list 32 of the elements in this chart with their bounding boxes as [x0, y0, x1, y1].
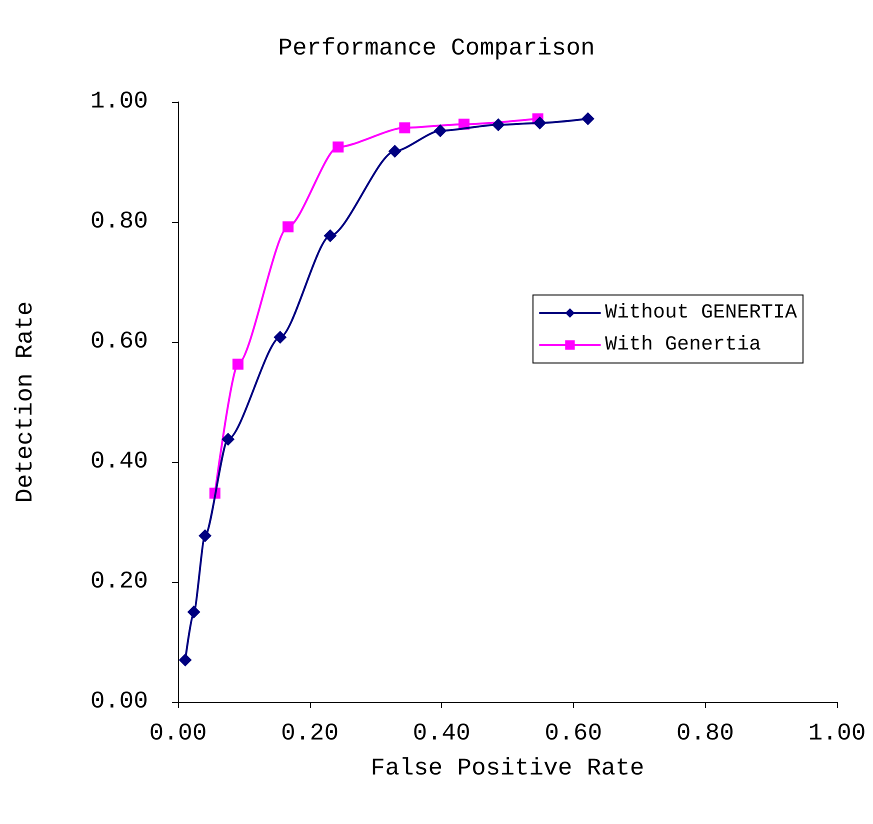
point — [434, 124, 447, 138]
x-tick-label: 0.00 — [149, 720, 207, 748]
x-tick-label: 0.60 — [544, 720, 602, 748]
point — [187, 606, 200, 618]
point — [533, 116, 546, 130]
y-axis-title: Detection Rate — [12, 301, 40, 503]
x-tick-label: 0.20 — [280, 720, 339, 748]
y-tick-label: 0.20 — [90, 568, 148, 596]
x-tick-label: 0.80 — [676, 720, 734, 748]
point — [492, 118, 505, 132]
point — [198, 529, 212, 542]
y-tick-label: 0.40 — [90, 448, 148, 476]
x-tick-label: 1.00 — [808, 720, 866, 748]
y-tick-label: 1.00 — [90, 88, 148, 116]
x-axis-title: False Positive Rate — [370, 756, 644, 782]
y-tick-label: 0.00 — [90, 688, 148, 716]
legend-label: Without GENERTIA — [604, 302, 797, 324]
y-tick-label: 0.60 — [90, 328, 148, 356]
y-tick-label: 0.80 — [90, 208, 148, 236]
point — [178, 654, 192, 666]
point — [332, 142, 344, 152]
point — [324, 229, 337, 242]
chart-title: Performance Comparison — [278, 36, 595, 62]
point — [282, 221, 294, 232]
point — [581, 112, 594, 126]
point — [274, 330, 287, 344]
legend-label: With Genertia — [604, 334, 761, 356]
x-tick-label: 0.40 — [412, 720, 470, 748]
point — [232, 358, 244, 370]
point — [222, 432, 235, 446]
point — [388, 144, 402, 158]
point — [399, 122, 410, 134]
